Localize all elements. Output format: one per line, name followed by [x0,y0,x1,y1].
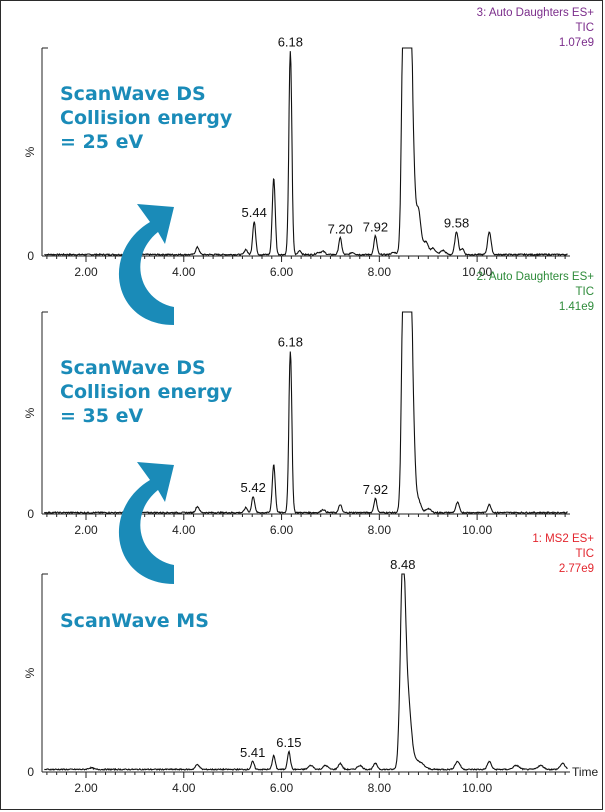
x-tick-label: 4.00 [172,523,196,537]
annotation-middle-line1: ScanWave DS [60,357,206,379]
peak-label: 7.20 [328,222,353,237]
x-tick-label: 8.00 [368,265,392,279]
trace-info-line: 2: Auto Daughters ES+ [477,271,595,283]
peak-label: 5.42 [241,480,266,495]
peak-label: 8.48 [390,557,415,572]
peak-label: 5.41 [240,745,265,760]
y-tick-label: 0 [27,765,34,779]
y-axis-label: % [23,667,37,678]
trace-info-line: TIC [575,22,594,34]
chart-panel-2: 2.00 4.00 6.00 8.00 10.00 0% 6.18 5.42 7.92 2: Au… [23,271,594,537]
y-tick-label: 0 [27,249,34,263]
peak-label: 5.44 [242,205,267,220]
x-tick-label: 10.00 [462,265,492,279]
chart-panel-3: 2.00 4.00 6.00 8.00 10.00 0% Time 8.48 5.41 6.15 1… [23,533,599,795]
annotation-top-line1: ScanWave DS [60,83,206,105]
peak-label: 6.18 [278,34,303,49]
x-tick-label: 2.00 [74,523,98,537]
trace-info-line: TIC [575,286,594,298]
peak-label: 7.92 [363,482,388,497]
peak-label: 9.58 [444,215,469,230]
peak-label: 6.15 [276,735,301,750]
x-tick-label: 8.00 [368,781,392,795]
y-axis-label: % [23,146,37,157]
annotation-middle-line2: Collision energy [60,381,233,403]
trace-info-line: 2.77e9 [559,563,594,575]
trace-info-line: 1.41e9 [559,301,594,313]
up-arrow-icon [118,204,174,325]
x-tick-label: 4.00 [172,781,196,795]
trace-info-line: 1.07e9 [559,37,594,49]
chart-panel-1: 2.00 4.00 6.00 8.00 10.00 0% 6.18 5.44 7.20 7.92 9… [23,7,594,279]
y-tick-label: 0 [27,507,34,521]
x-tick-label: 10.00 [462,523,492,537]
x-tick-label: 6.00 [270,781,294,795]
x-tick-label: 10.00 [462,781,492,795]
up-arrow-icon [118,462,174,584]
annotation-bottom: ScanWave MS [60,610,209,632]
tic-trace [44,573,568,772]
x-tick-label: 2.00 [74,265,98,279]
peak-label: 7.92 [363,219,388,234]
annotation-top-line2: Collision energy [60,107,233,129]
x-tick-label: 6.00 [270,265,294,279]
x-tick-label: 8.00 [368,523,392,537]
annotation-middle-line3: = 35 eV [60,405,143,427]
trace-info-line: TIC [575,548,594,560]
annotation-top-line3: = 25 eV [60,131,143,153]
peak-label: 6.18 [278,335,303,350]
x-tick-label: 6.00 [270,523,294,537]
trace-info-line: 3: Auto Daughters ES+ [477,7,595,19]
x-axis-label: Time [572,765,599,779]
x-tick-label: 2.00 [74,781,98,795]
y-axis-label: % [23,407,37,418]
x-tick-label: 4.00 [172,265,196,279]
trace-info-line: 1: MS2 ES+ [532,533,594,545]
